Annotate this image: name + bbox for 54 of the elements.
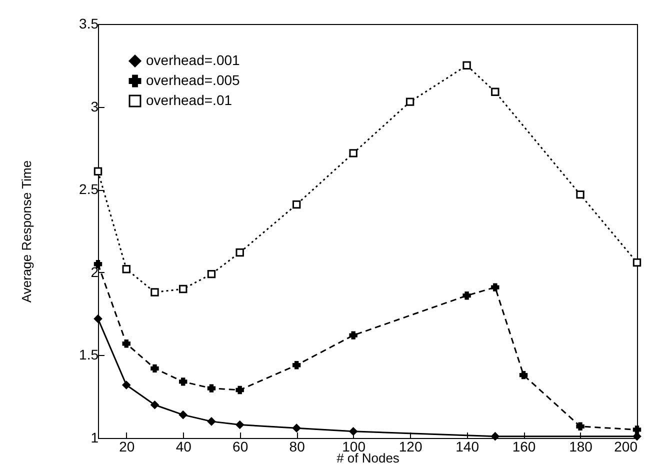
- x-tick-label: 160: [512, 438, 536, 454]
- point: [349, 149, 358, 158]
- point: [179, 284, 188, 294]
- point: [150, 288, 159, 296]
- point: [462, 61, 471, 70]
- y-axis-title: Average Response Time: [19, 160, 34, 303]
- y-tick-label: 2.5: [79, 181, 99, 198]
- x-tick-label: 80: [289, 438, 306, 454]
- x-tick-label: 180: [569, 438, 593, 454]
- point: [576, 422, 584, 431]
- x-tick-label: 140: [456, 438, 480, 454]
- point: [576, 190, 584, 199]
- y-tick-label: 3.5: [79, 16, 99, 32]
- point: [632, 258, 642, 267]
- y-tick-label: 1.5: [79, 346, 99, 363]
- y-tick-label: 2: [90, 264, 99, 280]
- point: [207, 384, 216, 392]
- point: [150, 364, 159, 373]
- x-tick-label: 60: [232, 438, 248, 454]
- point: [179, 378, 188, 386]
- x-tick-label: 20: [119, 438, 135, 454]
- point: [491, 283, 500, 292]
- point: [462, 291, 471, 300]
- legend-label: overhead=.001: [146, 52, 240, 68]
- x-tick-label: 40: [176, 438, 192, 454]
- legend-label: overhead=.01: [146, 92, 232, 108]
- point: [236, 420, 244, 429]
- point: [179, 410, 188, 419]
- x-tick-label: 200: [614, 438, 638, 454]
- point: [207, 270, 216, 278]
- point: [94, 167, 102, 176]
- point: [292, 361, 301, 370]
- point: [491, 88, 500, 96]
- point: [292, 424, 301, 432]
- point: [122, 264, 130, 274]
- point: [491, 432, 500, 440]
- x-tick-label: 120: [398, 438, 422, 454]
- point: [349, 427, 358, 436]
- y-tick-label: 3: [90, 98, 99, 114]
- point: [236, 248, 244, 257]
- point: [94, 314, 102, 323]
- point: [632, 426, 642, 434]
- point: [519, 370, 528, 380]
- point: [236, 386, 244, 394]
- legend-label: overhead=.005: [146, 72, 240, 88]
- point: [207, 417, 216, 426]
- point: [94, 260, 102, 268]
- point: [349, 331, 358, 340]
- point: [406, 98, 414, 106]
- y-tick-label: 1: [90, 430, 99, 446]
- point: [292, 200, 301, 209]
- point: [122, 340, 130, 348]
- point: [122, 380, 130, 390]
- point: [150, 400, 159, 409]
